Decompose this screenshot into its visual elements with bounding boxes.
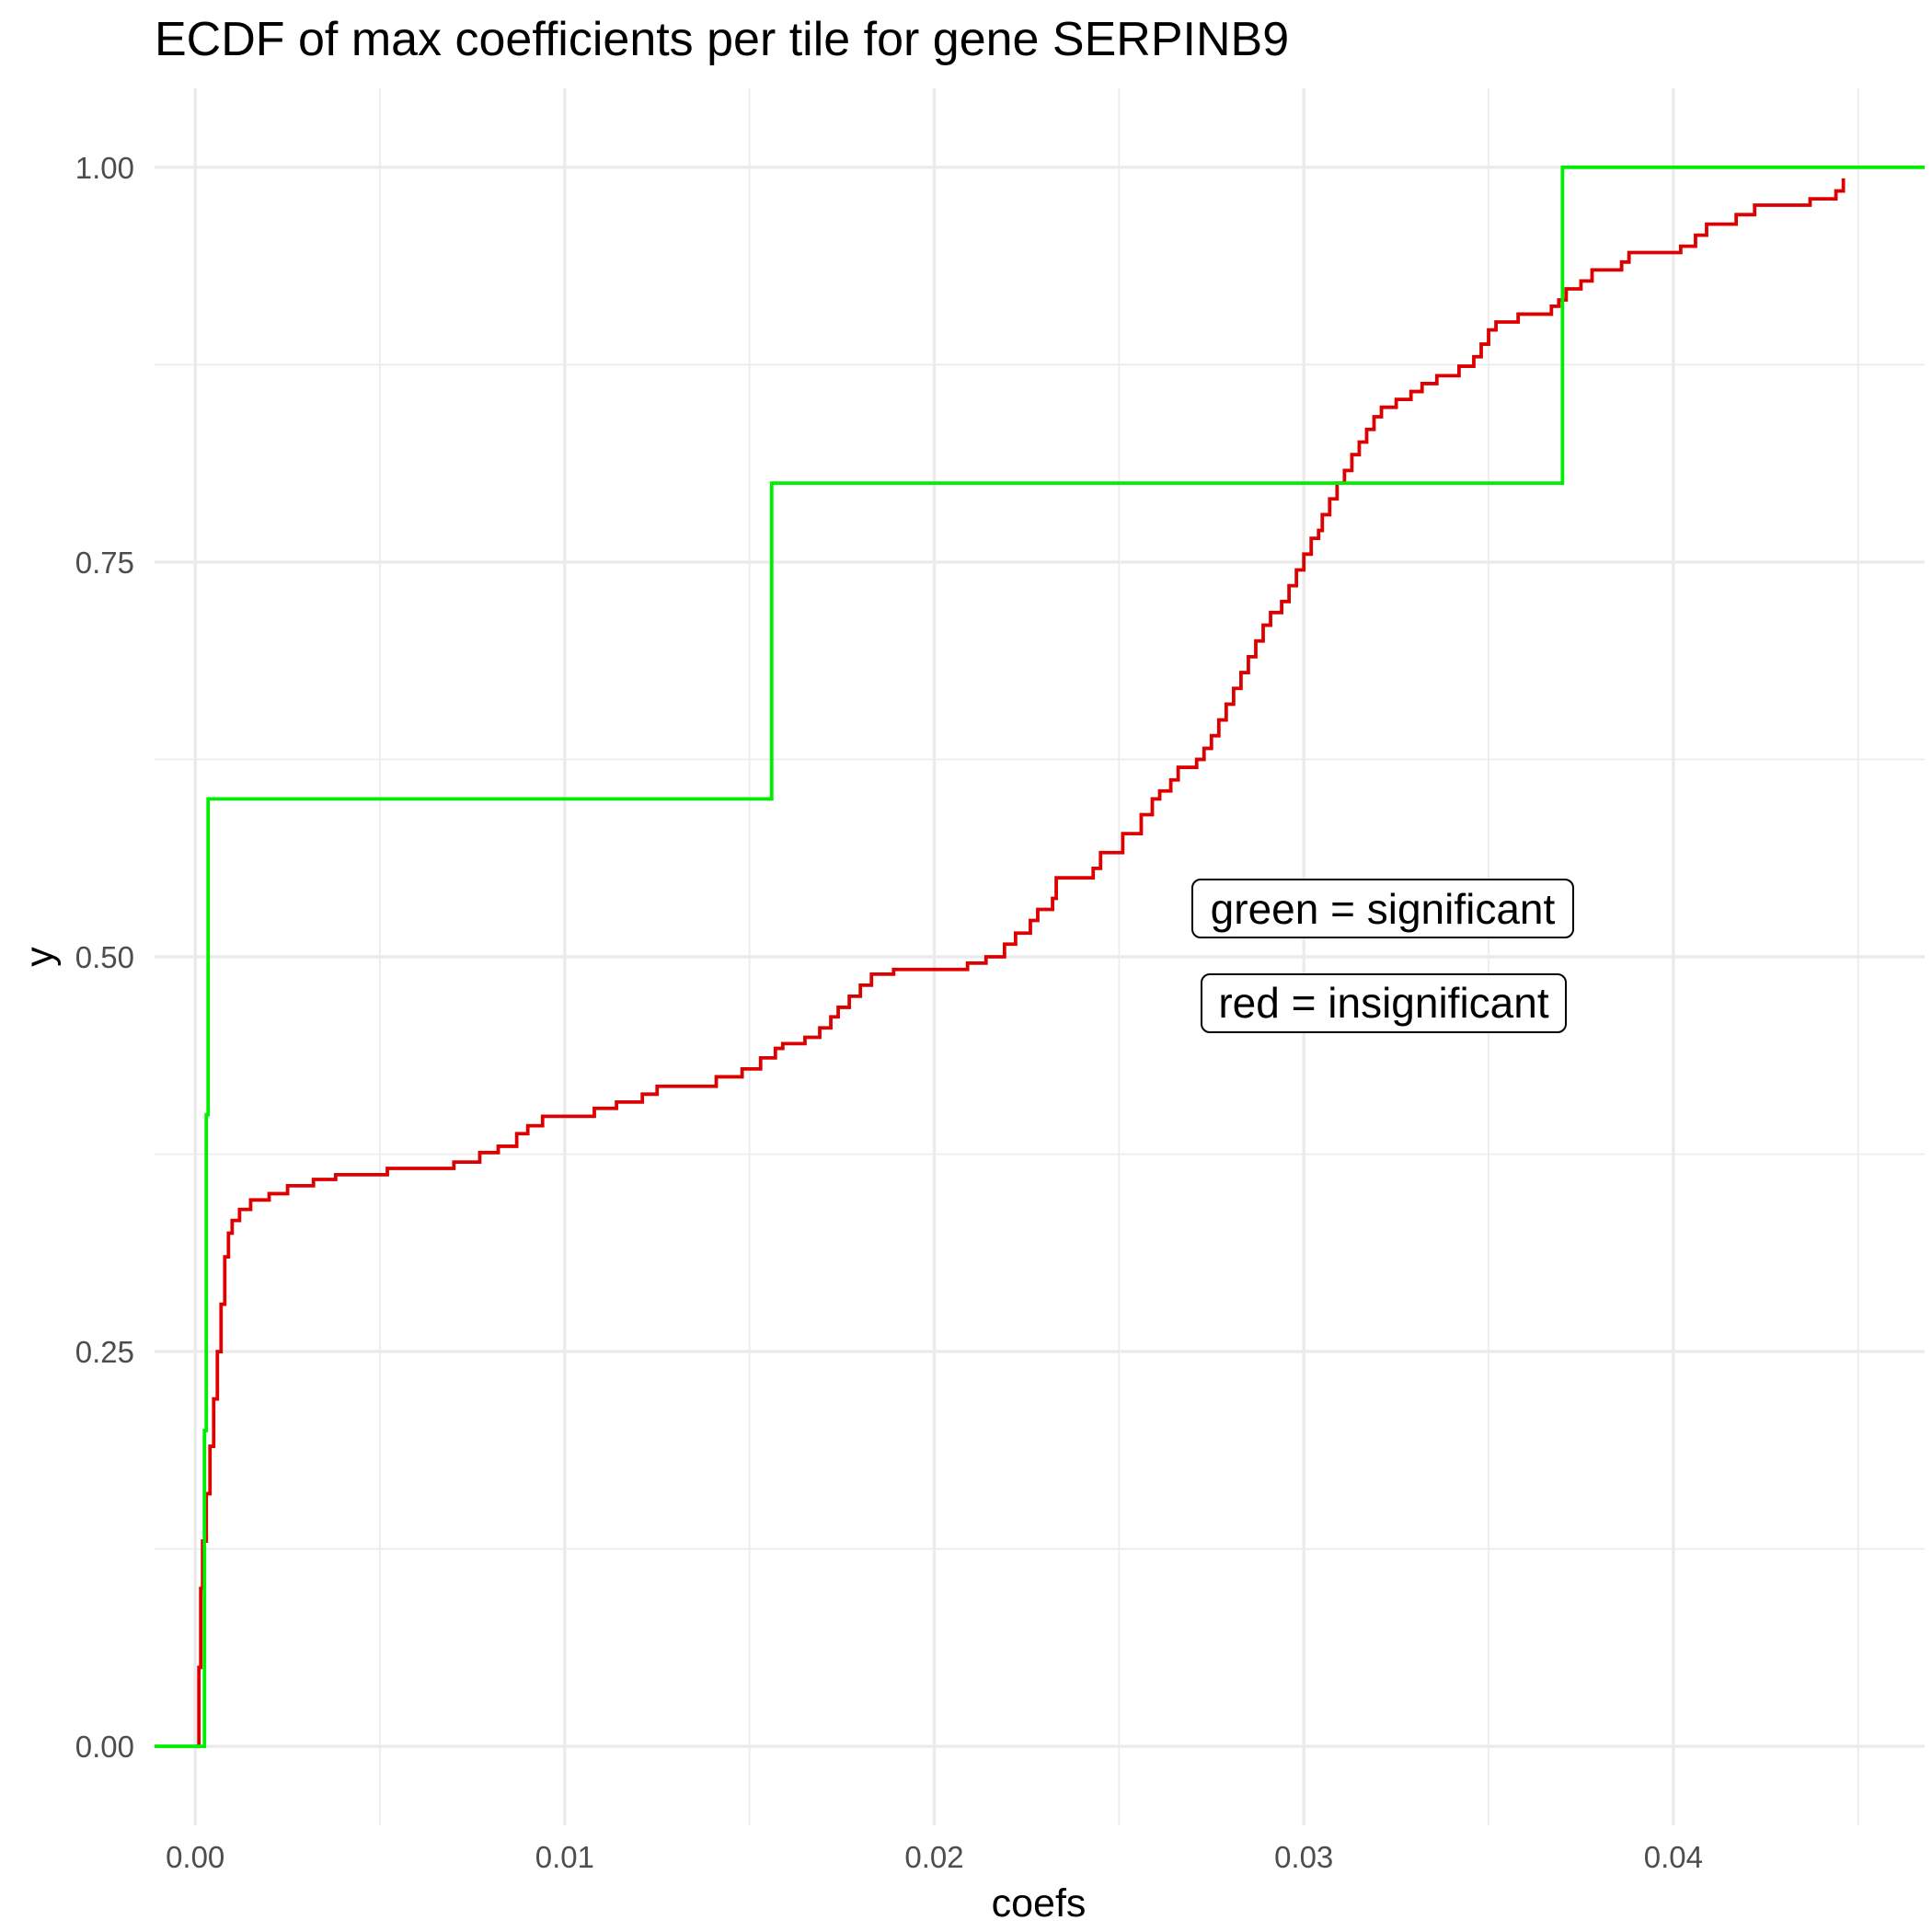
- chart-title: ECDF of max coefficients per tile for ge…: [155, 13, 1289, 66]
- series-lines: [155, 165, 1925, 1749]
- annotation-insignificant: red = insignificant: [1201, 973, 1567, 1033]
- y-tick-label: 0.75: [75, 546, 134, 580]
- annotation-insignificant-box: [1201, 973, 1567, 1033]
- series-insignificant-line: [195, 178, 1846, 1749]
- y-tick-label: 0.50: [75, 940, 134, 974]
- y-tick-label: 1.00: [75, 151, 134, 185]
- x-tick-label: 0.00: [166, 1840, 224, 1874]
- x-tick-label: 0.03: [1274, 1840, 1333, 1874]
- x-axis-title: coefs: [992, 1881, 1087, 1926]
- annotation-significant: green = significant: [1191, 879, 1574, 938]
- x-tick-label: 0.01: [535, 1840, 594, 1874]
- y-tick-label: 0.25: [75, 1335, 134, 1369]
- x-tick-label: 0.02: [904, 1840, 963, 1874]
- annotation-significant-box: [1191, 879, 1574, 938]
- annotation-insignificant-text: red = insignificant: [1218, 979, 1548, 1027]
- y-axis-title: y: [17, 947, 62, 967]
- x-tick-label: 0.04: [1644, 1840, 1703, 1874]
- axis-ticks: 0.00 0.01 0.02 0.03 0.04 0.00 0.25 0.50 0.75 1.00: [75, 151, 1703, 1874]
- annotation-significant-text: green = significant: [1211, 885, 1556, 933]
- series-significant-line: [155, 165, 1925, 1749]
- y-tick-label: 0.00: [75, 1730, 134, 1764]
